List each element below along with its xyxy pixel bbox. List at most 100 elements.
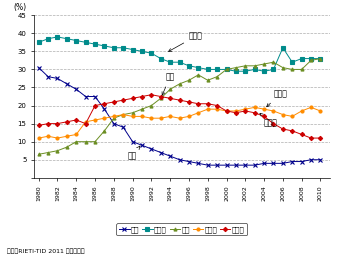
素材 — [65, 82, 69, 85]
加工品 — [121, 46, 125, 49]
加工品 — [253, 68, 257, 71]
加工品 — [290, 61, 294, 64]
資本財 — [309, 106, 313, 109]
消費財 — [196, 102, 200, 105]
消費財 — [131, 97, 135, 100]
消費財 — [55, 122, 59, 125]
素材 — [140, 144, 144, 147]
Text: 加工品: 加工品 — [169, 32, 203, 52]
部品 — [253, 64, 257, 67]
資本財 — [112, 115, 116, 118]
消費財 — [262, 115, 266, 118]
消費財 — [309, 137, 313, 140]
加工品 — [159, 57, 163, 60]
消費財 — [159, 95, 163, 98]
消費財 — [281, 128, 285, 131]
部品 — [74, 140, 78, 143]
加工品 — [131, 48, 135, 51]
素材 — [253, 164, 257, 167]
Text: 部品: 部品 — [162, 73, 175, 95]
素材 — [93, 95, 97, 98]
部品 — [121, 113, 125, 116]
部品 — [243, 64, 247, 67]
資本財 — [177, 117, 182, 120]
資本財 — [253, 106, 257, 109]
資本財 — [206, 108, 210, 111]
素材 — [281, 162, 285, 165]
素材 — [196, 162, 200, 165]
消費財 — [290, 129, 294, 132]
資本財 — [159, 117, 163, 120]
部品 — [206, 79, 210, 82]
加工品 — [84, 41, 88, 44]
資本財 — [46, 135, 50, 138]
資本財 — [271, 109, 275, 113]
Legend: 素材, 加工品, 部品, 資本財, 消費財: 素材, 加工品, 部品, 資本財, 消費財 — [116, 223, 248, 235]
消費財 — [168, 97, 172, 100]
資本財 — [84, 120, 88, 123]
消費財 — [37, 124, 41, 127]
加工品 — [65, 37, 69, 40]
加工品 — [234, 70, 238, 73]
部品 — [112, 117, 116, 120]
消費財 — [253, 111, 257, 114]
部品 — [224, 68, 228, 71]
素材 — [168, 155, 172, 158]
加工品 — [215, 68, 219, 71]
加工品 — [281, 46, 285, 49]
素材 — [206, 164, 210, 167]
消費財 — [318, 137, 322, 140]
消費財 — [224, 109, 228, 113]
素材 — [234, 164, 238, 167]
加工品 — [93, 43, 97, 46]
素材 — [224, 164, 228, 167]
部品 — [149, 104, 153, 107]
消費財 — [102, 102, 106, 105]
Text: (%): (%) — [13, 3, 27, 12]
素材 — [112, 122, 116, 125]
Text: 資本財: 資本財 — [267, 89, 287, 107]
素材 — [84, 95, 88, 98]
資本財 — [196, 111, 200, 114]
消費財 — [271, 122, 275, 125]
素材 — [121, 126, 125, 129]
素材 — [74, 88, 78, 91]
消費財 — [46, 122, 50, 125]
消費財 — [140, 95, 144, 98]
部品 — [281, 66, 285, 69]
加工品 — [206, 68, 210, 71]
資本財 — [37, 137, 41, 140]
部品 — [140, 108, 144, 111]
部品 — [234, 66, 238, 69]
素材 — [271, 162, 275, 165]
部品 — [177, 82, 182, 85]
資本財 — [102, 117, 106, 120]
素材 — [177, 158, 182, 161]
資本財 — [224, 109, 228, 113]
資本財 — [243, 108, 247, 111]
素材 — [159, 151, 163, 154]
加工品 — [168, 61, 172, 64]
加工品 — [102, 44, 106, 47]
資本財 — [121, 113, 125, 116]
部品 — [318, 57, 322, 60]
部品 — [102, 129, 106, 132]
加工品 — [112, 46, 116, 49]
消費財 — [206, 102, 210, 105]
資本財 — [131, 115, 135, 118]
加工品 — [300, 57, 304, 60]
部品 — [84, 140, 88, 143]
素材 — [46, 75, 50, 78]
資本財 — [55, 137, 59, 140]
資本財 — [187, 115, 191, 118]
素材 — [318, 158, 322, 161]
部品 — [93, 140, 97, 143]
資本財 — [300, 109, 304, 113]
消費財 — [187, 100, 191, 103]
Text: 素材: 素材 — [128, 146, 140, 160]
Line: 資本財: 資本財 — [37, 106, 322, 140]
部品 — [159, 97, 163, 100]
部品 — [65, 146, 69, 149]
部品 — [215, 75, 219, 78]
資本財 — [234, 109, 238, 113]
